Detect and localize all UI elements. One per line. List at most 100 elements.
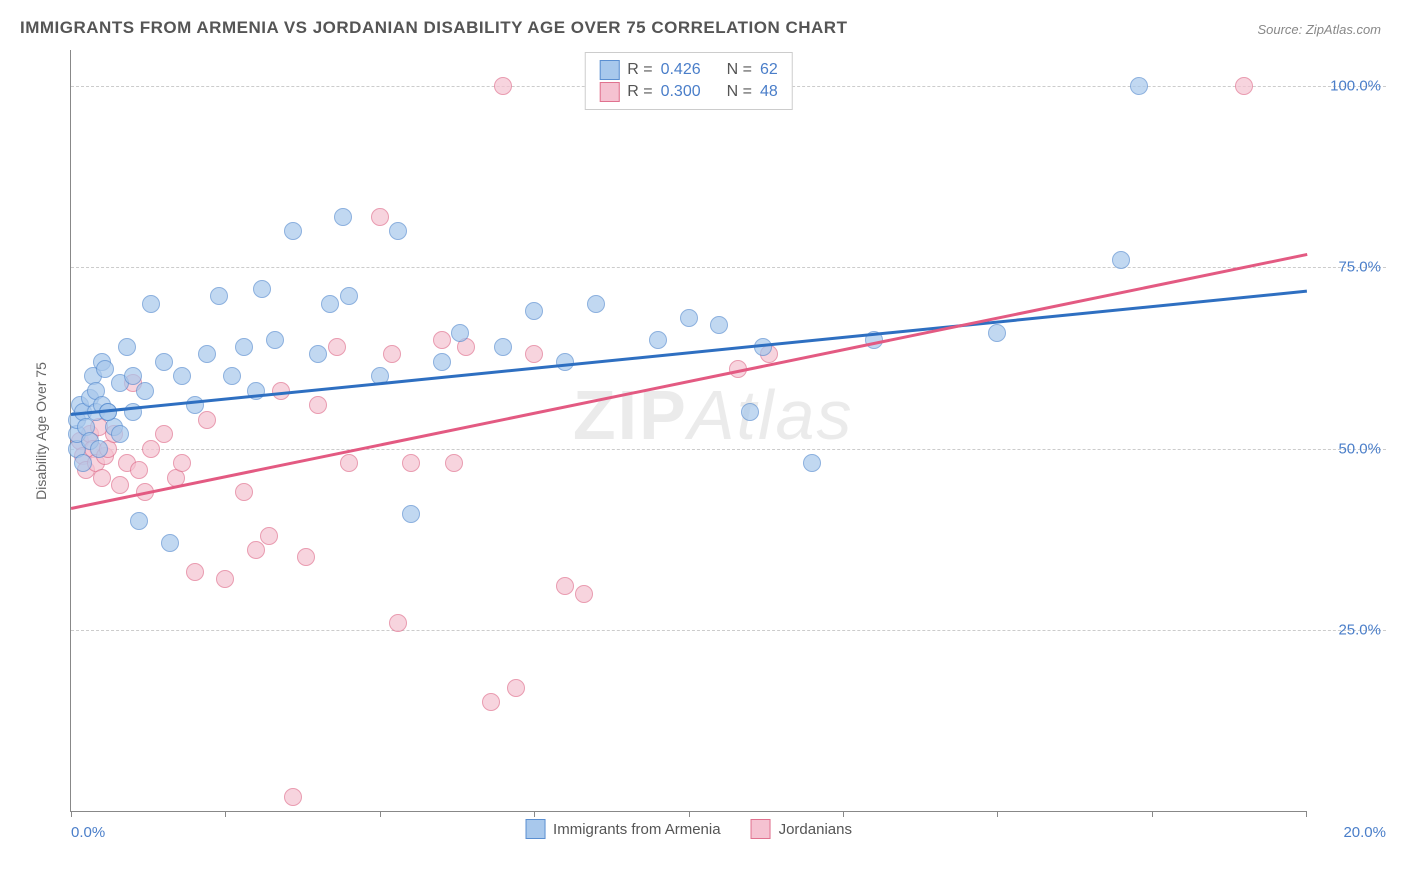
data-point (161, 534, 179, 552)
data-point (155, 353, 173, 371)
x-tick (71, 811, 72, 817)
data-point (482, 693, 500, 711)
n-label: N = (727, 83, 752, 101)
data-point (575, 585, 593, 603)
gridline (71, 449, 1386, 450)
data-point (383, 345, 401, 363)
data-point (433, 353, 451, 371)
data-point (198, 345, 216, 363)
series-legend-item: Jordanians (751, 819, 852, 839)
data-point (284, 788, 302, 806)
data-point (371, 208, 389, 226)
data-point (130, 461, 148, 479)
legend-swatch (599, 82, 619, 102)
data-point (173, 454, 191, 472)
y-axis-label: Disability Age Over 75 (33, 362, 49, 500)
y-tick-label: 75.0% (1338, 259, 1381, 276)
legend-swatch (751, 819, 771, 839)
x-tick-label: 20.0% (1343, 824, 1386, 841)
r-value: 0.300 (661, 83, 701, 101)
data-point (186, 396, 204, 414)
x-tick (380, 811, 381, 817)
data-point (1130, 77, 1148, 95)
data-point (130, 512, 148, 530)
data-point (235, 483, 253, 501)
data-point (402, 454, 420, 472)
data-point (389, 614, 407, 632)
data-point (556, 353, 574, 371)
data-point (525, 345, 543, 363)
series-legend: Immigrants from Armenia Jordanians (525, 819, 852, 839)
y-tick-label: 50.0% (1338, 440, 1381, 457)
data-point (198, 411, 216, 429)
data-point (334, 208, 352, 226)
data-point (96, 360, 114, 378)
x-tick (843, 811, 844, 817)
legend-swatch (525, 819, 545, 839)
x-tick-label: 0.0% (71, 824, 105, 841)
data-point (235, 338, 253, 356)
data-point (309, 345, 327, 363)
data-point (803, 454, 821, 472)
data-point (445, 454, 463, 472)
data-point (321, 295, 339, 313)
chart-title: IMMIGRANTS FROM ARMENIA VS JORDANIAN DIS… (20, 18, 847, 38)
data-point (111, 425, 129, 443)
data-point (247, 541, 265, 559)
data-point (309, 396, 327, 414)
data-point (90, 440, 108, 458)
chart-container: Disability Age Over 75 ZIPAtlas R = 0.426… (20, 50, 1386, 862)
data-point (266, 331, 284, 349)
data-point (297, 548, 315, 566)
data-point (1112, 251, 1130, 269)
data-point (136, 382, 154, 400)
data-point (173, 367, 191, 385)
watermark-rest: Atlas (688, 376, 854, 454)
data-point (111, 476, 129, 494)
data-point (680, 309, 698, 327)
data-point (494, 77, 512, 95)
data-point (142, 295, 160, 313)
data-point (284, 222, 302, 240)
data-point (710, 316, 728, 334)
data-point (186, 563, 204, 581)
x-tick (997, 811, 998, 817)
y-tick-label: 25.0% (1338, 621, 1381, 638)
r-label: R = (627, 61, 652, 79)
series-label: Jordanians (779, 821, 852, 838)
data-point (210, 287, 228, 305)
data-point (1235, 77, 1253, 95)
data-point (402, 505, 420, 523)
data-point (433, 331, 451, 349)
x-tick (225, 811, 226, 817)
data-point (340, 287, 358, 305)
stats-legend-row: R =0.300N =48 (599, 82, 778, 102)
x-tick (534, 811, 535, 817)
data-point (525, 302, 543, 320)
n-label: N = (727, 61, 752, 79)
watermark: ZIPAtlas (573, 375, 854, 455)
data-point (328, 338, 346, 356)
data-point (507, 679, 525, 697)
plot-area: Disability Age Over 75 ZIPAtlas R =0.426… (70, 50, 1306, 812)
data-point (223, 367, 241, 385)
r-label: R = (627, 83, 652, 101)
data-point (494, 338, 512, 356)
x-tick (1306, 811, 1307, 817)
data-point (253, 280, 271, 298)
x-tick (1152, 811, 1153, 817)
data-point (216, 570, 234, 588)
series-label: Immigrants from Armenia (553, 821, 721, 838)
data-point (260, 527, 278, 545)
data-point (587, 295, 605, 313)
series-legend-item: Immigrants from Armenia (525, 819, 721, 839)
stats-legend: R =0.426N =62R =0.300N =48 (584, 52, 793, 110)
r-value: 0.426 (661, 61, 701, 79)
data-point (155, 425, 173, 443)
data-point (451, 324, 469, 342)
data-point (649, 331, 667, 349)
gridline (71, 630, 1386, 631)
data-point (754, 338, 772, 356)
data-point (556, 577, 574, 595)
watermark-bold: ZIP (573, 376, 688, 454)
